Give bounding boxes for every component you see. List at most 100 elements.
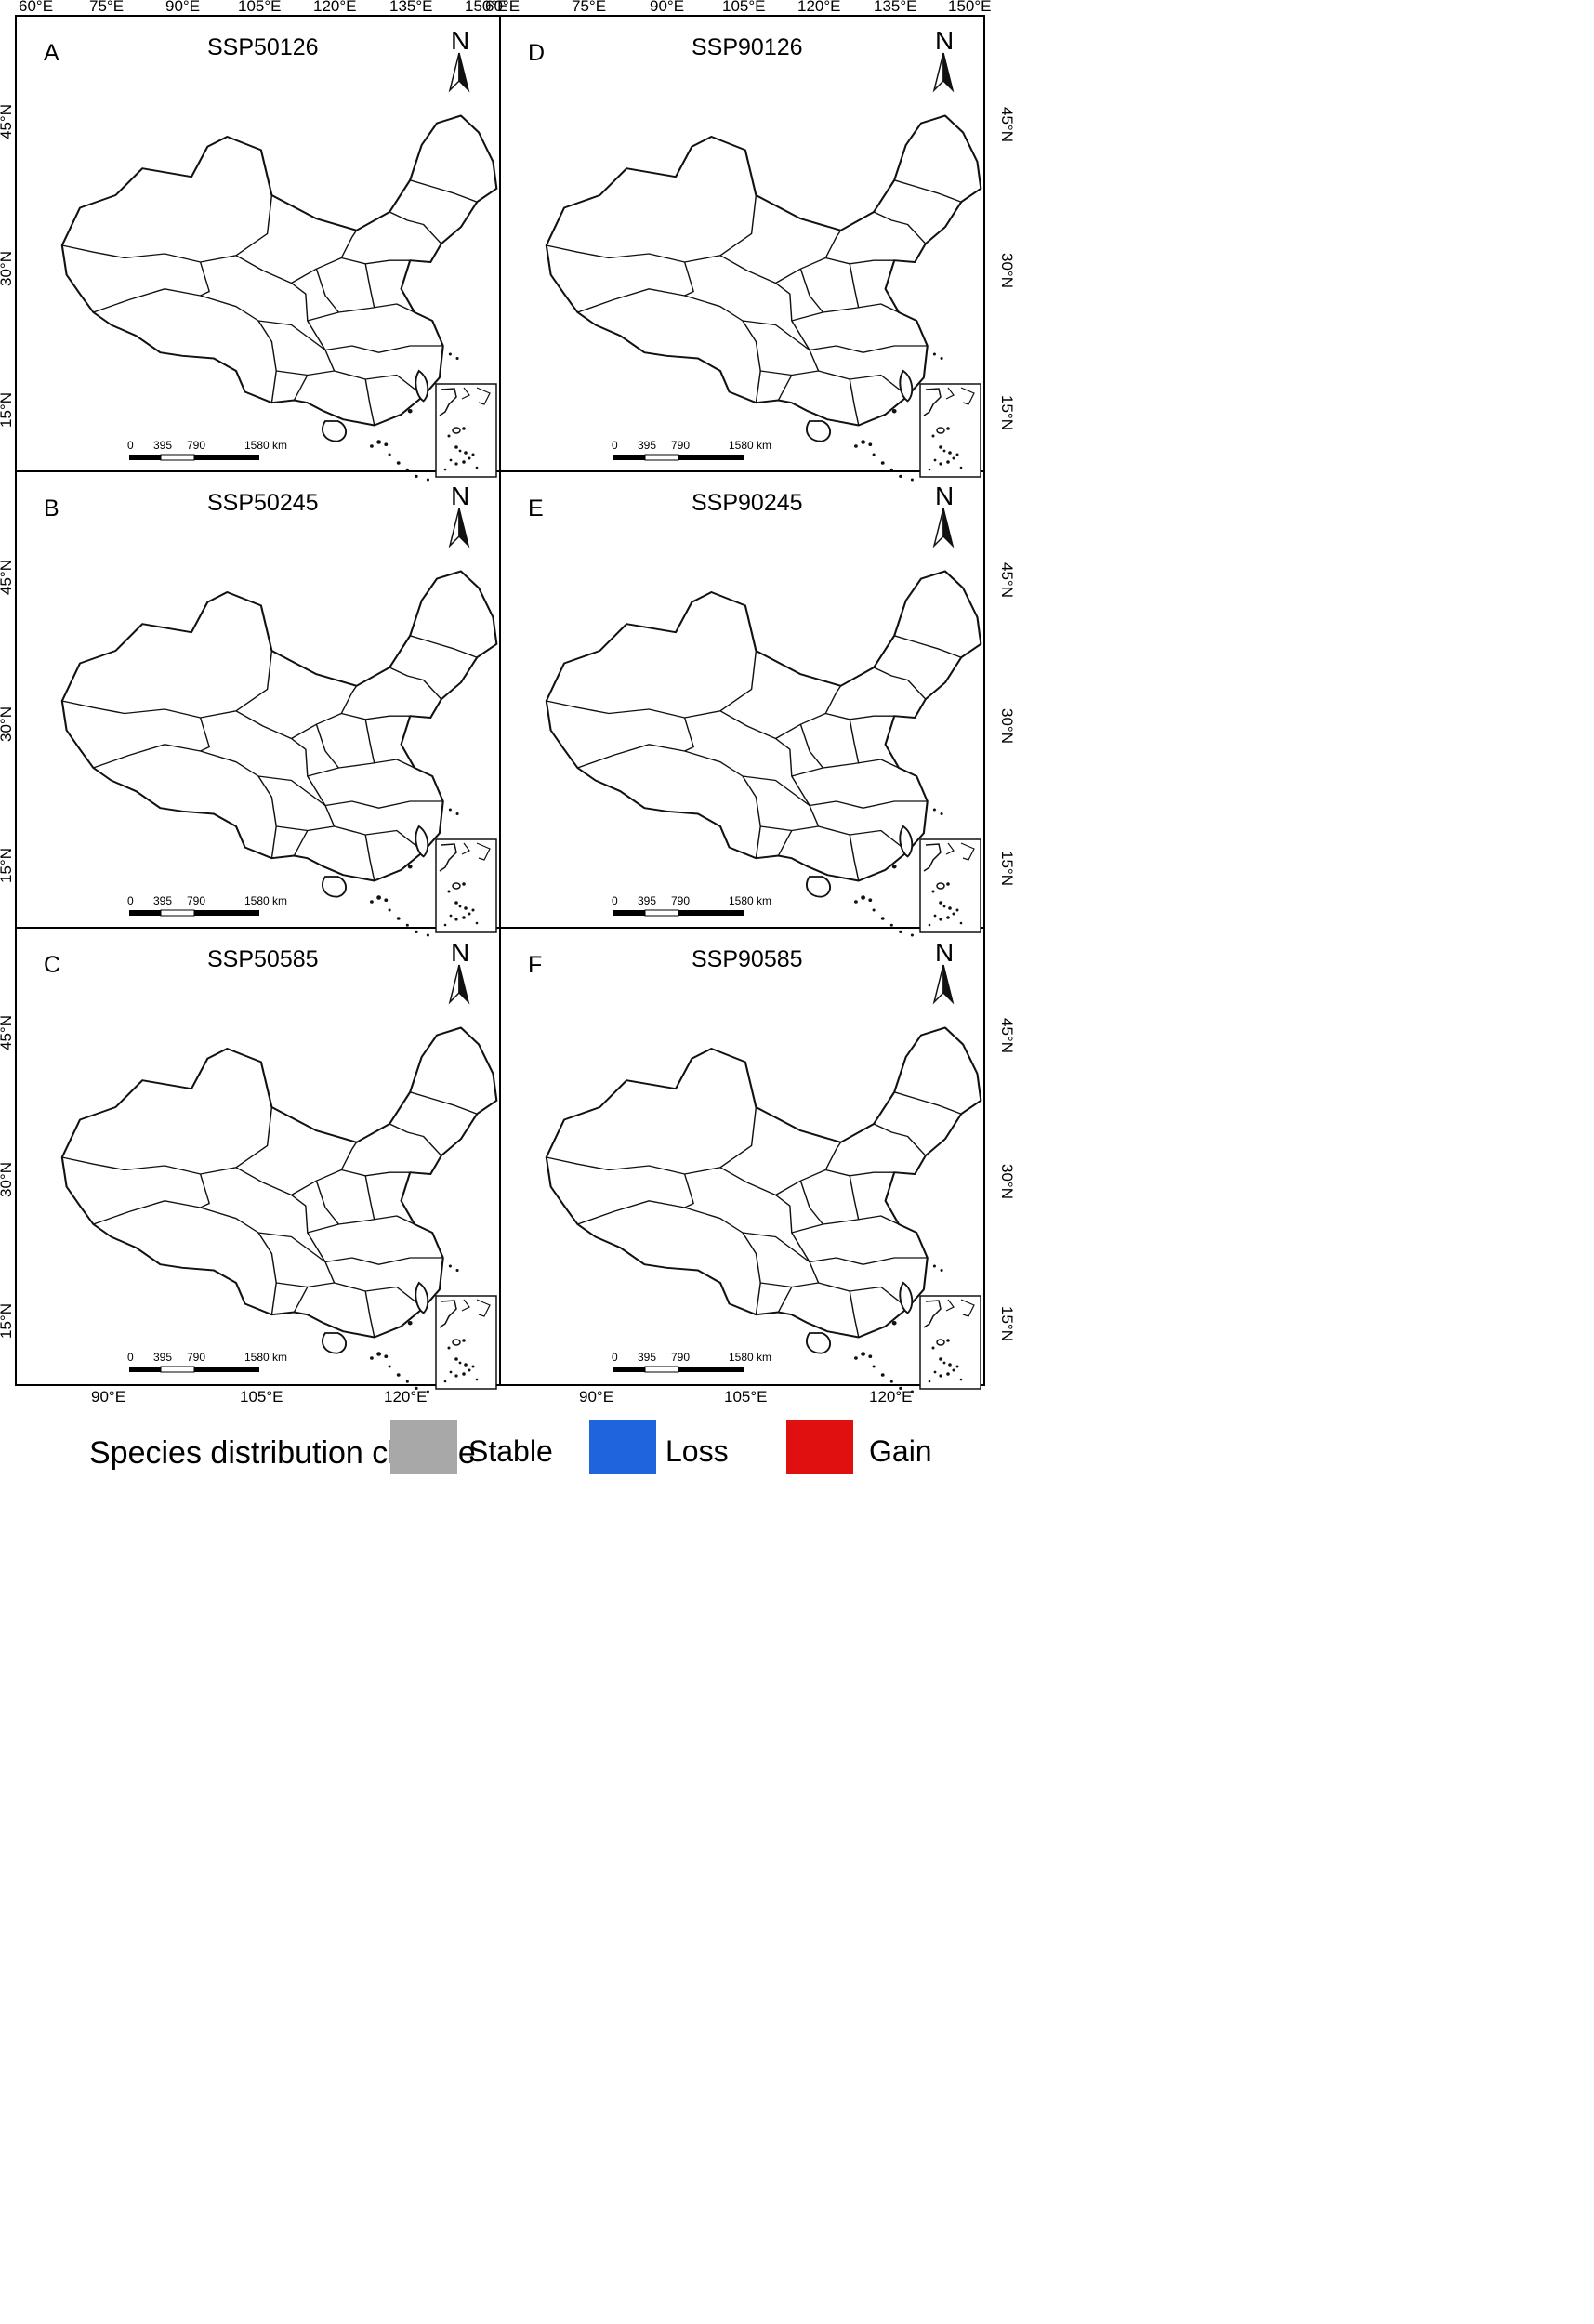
top-tick-label: 60°E	[485, 0, 520, 15]
scale-bar-label: 790	[671, 439, 690, 452]
right-lat-label: 45°N	[998, 1018, 1016, 1053]
panel-title: SSP90126	[692, 34, 803, 60]
left-lat-label: 15°N	[0, 392, 15, 428]
map-panel: F SSP90585 N 0 395 790 1580 km	[528, 938, 981, 1393]
legend-label-gain: Gain	[869, 1434, 932, 1468]
panel-title: SSP50585	[207, 946, 319, 972]
bottom-tick-label: 90°E	[579, 1388, 613, 1406]
north-label: N	[935, 482, 954, 510]
left-lat-label: 15°N	[0, 848, 15, 883]
south-china-sea-inset	[919, 838, 981, 933]
north-arrow-icon	[933, 52, 954, 91]
right-lat-label: 30°N	[998, 708, 1016, 744]
north-label: N	[935, 26, 954, 55]
right-lat-label: 15°N	[998, 851, 1016, 886]
panel-title: SSP90245	[692, 490, 803, 516]
scale-bar-label: 1580 km	[729, 1351, 771, 1364]
scale-bar: 0 395 790 1580 km	[612, 439, 771, 461]
scale-bar-label: 0	[612, 894, 618, 907]
panel-letter: F	[528, 952, 542, 978]
top-tick-label: 120°E	[797, 0, 841, 15]
north-label: N	[451, 482, 469, 510]
left-lat-label: 45°N	[0, 560, 15, 595]
map-panel: C SSP50585 N 0 395 790 1580 km	[44, 938, 496, 1393]
top-tick-label: 135°E	[874, 0, 917, 15]
scale-bar: 0 395 790 1580 km	[127, 1351, 287, 1373]
scale-bar-label: 395	[153, 894, 172, 907]
scale-bar-label: 395	[153, 1351, 172, 1364]
panel-letter: B	[44, 495, 59, 522]
top-tick-label: 75°E	[572, 0, 606, 15]
top-tick-label: 150°E	[948, 0, 992, 15]
china-map	[62, 116, 497, 482]
scale-bar-label: 790	[187, 439, 205, 452]
scale-bar-label: 1580 km	[244, 894, 287, 907]
bottom-tick-label: 105°E	[240, 1388, 283, 1406]
north-arrow-icon	[933, 508, 954, 547]
left-lat-label: 30°N	[0, 251, 15, 286]
top-tick-label: 135°E	[389, 0, 433, 15]
top-tick-label: 90°E	[650, 0, 684, 15]
top-tick-label: 150°E	[465, 0, 508, 15]
north-arrow-icon	[449, 52, 469, 91]
panel-letter: C	[44, 952, 60, 978]
scale-bar-label: 1580 km	[244, 1351, 287, 1364]
scale-bar: 0 395 790 1580 km	[612, 1351, 771, 1373]
left-lat-label: 15°N	[0, 1303, 15, 1339]
map-frame	[15, 15, 985, 1386]
left-lat-label: 30°N	[0, 1162, 15, 1197]
legend-label-loss: Loss	[665, 1434, 729, 1468]
left-lat-label: 30°N	[0, 706, 15, 742]
scale-bar-label: 790	[187, 1351, 205, 1364]
china-map	[62, 1028, 497, 1393]
scale-bar-label: 1580 km	[729, 439, 771, 452]
panel-letter: E	[528, 495, 544, 522]
north-label: N	[451, 938, 469, 967]
left-lat-label: 45°N	[0, 104, 15, 139]
bottom-tick-label: 90°E	[91, 1388, 125, 1406]
scale-bar-label: 0	[127, 894, 134, 907]
north-arrow-icon	[449, 964, 469, 1003]
south-china-sea-inset	[435, 1295, 497, 1390]
scale-bar-label: 1580 km	[729, 894, 771, 907]
china-map	[547, 116, 981, 482]
south-china-sea-inset	[435, 383, 497, 478]
map-panel: B SSP50245 N 0 395 790 1580 km	[44, 482, 496, 936]
top-tick-label: 120°E	[313, 0, 357, 15]
scale-bar-label: 395	[638, 439, 656, 452]
legend-label-stable: Stable	[468, 1434, 553, 1468]
map-panel: D SSP90126 N 0 395 790 1580 km	[528, 26, 981, 481]
china-map	[547, 572, 981, 937]
scale-bar: 0 395 790 1580 km	[127, 439, 287, 461]
bottom-tick-label: 120°E	[384, 1388, 428, 1406]
scale-bar-label: 0	[127, 439, 134, 452]
north-label: N	[451, 26, 469, 55]
top-tick-label: 105°E	[722, 0, 766, 15]
legend-swatch-stable	[390, 1420, 457, 1474]
right-lat-label: 15°N	[998, 1306, 1016, 1341]
north-arrow-icon	[933, 964, 954, 1003]
top-tick-label: 75°E	[89, 0, 124, 15]
right-lat-label: 15°N	[998, 395, 1016, 430]
china-map	[62, 572, 497, 937]
panel-letter: D	[528, 40, 545, 66]
bottom-tick-label: 105°E	[724, 1388, 768, 1406]
bottom-tick-label: 120°E	[869, 1388, 913, 1406]
legend-swatch-loss	[589, 1420, 656, 1474]
scale-bar-label: 0	[127, 1351, 134, 1364]
china-map	[547, 1028, 981, 1393]
scale-bar-label: 790	[671, 894, 690, 907]
panel-letter: A	[44, 40, 59, 66]
scale-bar: 0 395 790 1580 km	[127, 894, 287, 917]
panel-title: SSP90585	[692, 946, 803, 972]
right-lat-label: 45°N	[998, 107, 1016, 142]
scale-bar: 0 395 790 1580 km	[612, 894, 771, 917]
legend-swatch-gain	[786, 1420, 853, 1474]
south-china-sea-inset	[919, 383, 981, 478]
right-lat-label: 45°N	[998, 562, 1016, 598]
scale-bar-label: 395	[638, 894, 656, 907]
scale-bar-label: 395	[153, 439, 172, 452]
left-lat-label: 45°N	[0, 1015, 15, 1050]
south-china-sea-inset	[435, 838, 497, 933]
